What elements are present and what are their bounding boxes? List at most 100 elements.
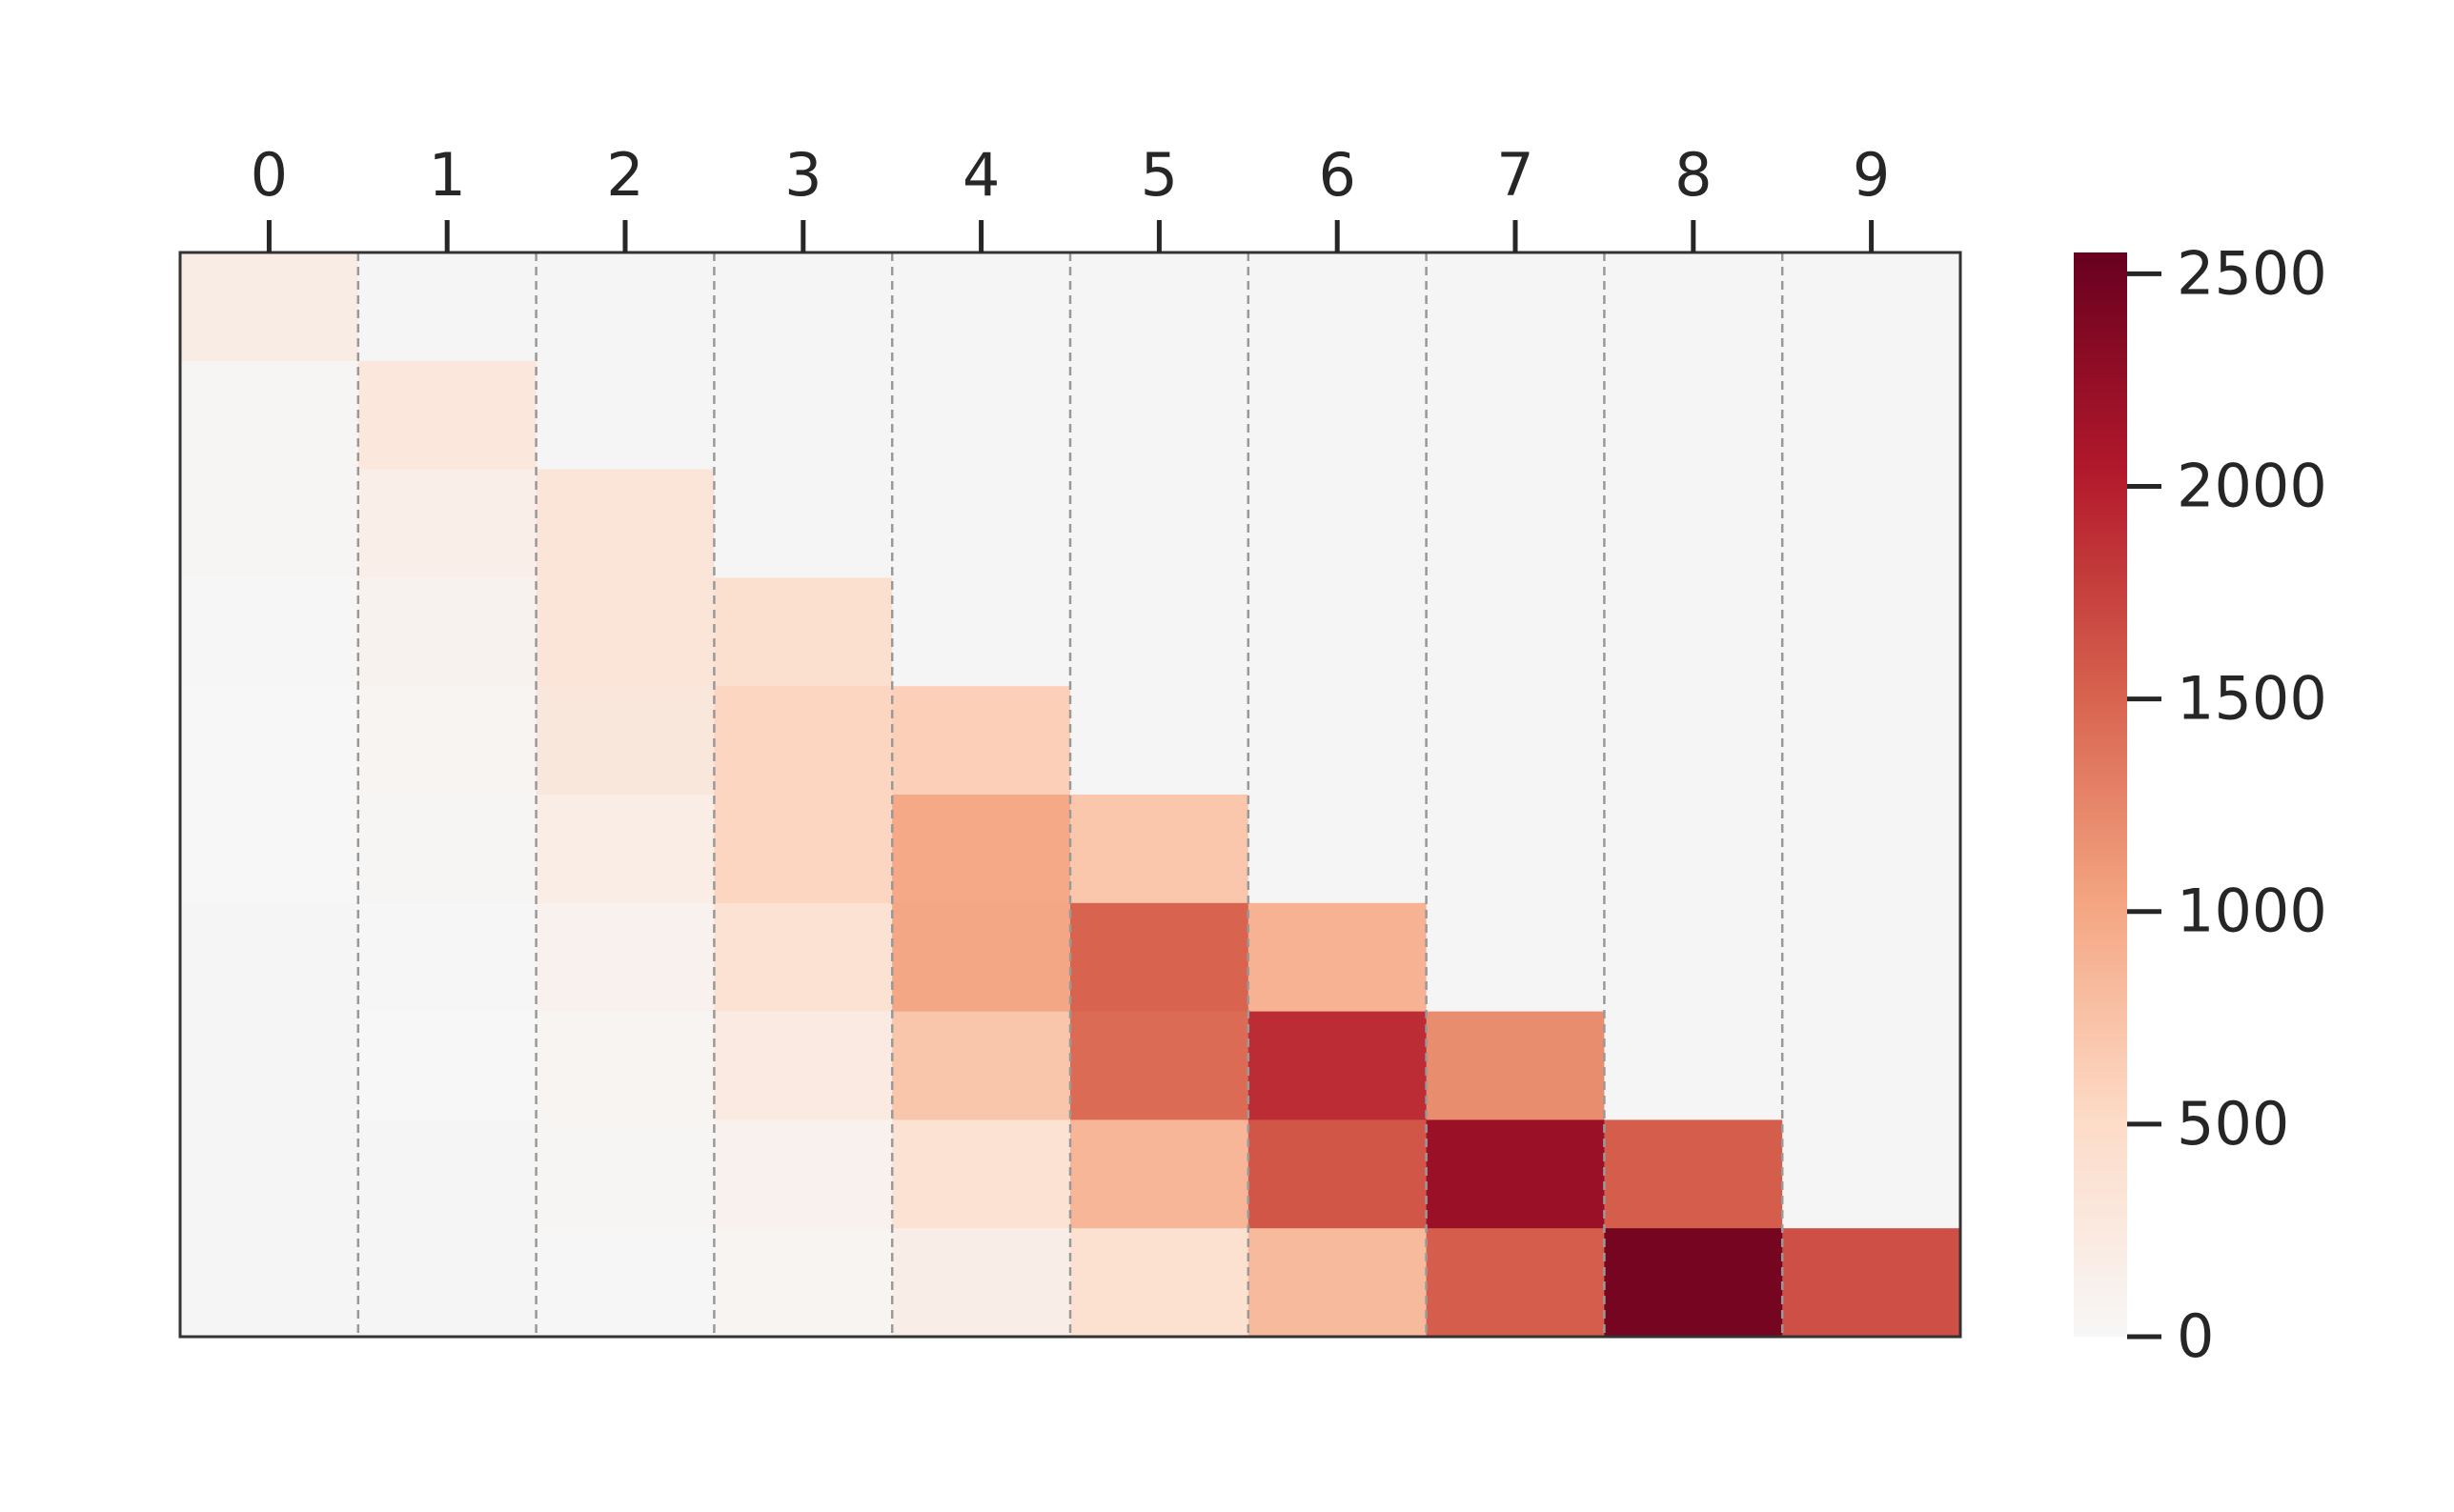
heatmap-cell-r7-c5 <box>1070 1011 1249 1120</box>
heatmap-cell-r0-c7 <box>1426 252 1605 362</box>
heatmap-cell-r4-c6 <box>1247 686 1428 796</box>
heatmap-cell-r9-c6 <box>1247 1228 1428 1338</box>
heatmap-cell-r5-c6 <box>1247 795 1428 904</box>
heatmap-cell-r3-c4 <box>892 577 1071 687</box>
heatmap-cell-r5-c3 <box>714 795 893 904</box>
colorbar-tick-label-500: 500 <box>2177 1089 2289 1159</box>
x-axis-ticks: 0 1 2 3 4 5 6 7 8 9 <box>251 140 1890 252</box>
heatmap-cell-r5-c4 <box>892 795 1071 904</box>
heatmap-cell-r6-c5 <box>1070 902 1249 1013</box>
heatmap-cell-r2-c0 <box>180 469 359 578</box>
heatmap-cell-r6-c6 <box>1247 902 1428 1013</box>
heatmap-cell-r7-c1 <box>357 1011 537 1120</box>
heatmap-cell-r4-c5 <box>1070 686 1249 796</box>
heatmap-cell-r3-c1 <box>357 577 537 687</box>
colorbar-tick-label-1000: 1000 <box>2177 877 2327 946</box>
heatmap-cell-r2-c2 <box>536 469 715 578</box>
heatmap-cell-r5-c0 <box>180 795 359 904</box>
heatmap-cell-r6-c1 <box>357 902 537 1013</box>
heatmap-cell-r3-c5 <box>1070 577 1249 687</box>
plot-frame <box>178 251 1962 1339</box>
heatmap-cell-r7-c4 <box>892 1011 1071 1120</box>
heatmap-cell-r4-c3 <box>714 686 893 796</box>
heatmap-cell-r5-c7 <box>1426 795 1605 904</box>
heatmap-cell-r1-c8 <box>1604 360 1783 471</box>
heatmap-cell-r2-c7 <box>1426 469 1605 578</box>
heatmap-cell-r9-c7 <box>1426 1228 1605 1338</box>
heatmap-cell-r0-c4 <box>892 252 1071 362</box>
x-tick-label-4: 4 <box>963 140 1000 210</box>
heatmap-cell-r3-c3 <box>714 577 893 687</box>
heatmap-cell-r4-c8 <box>1604 686 1783 796</box>
heatmap-cell-r2-c1 <box>357 469 537 578</box>
colorbar-tick-label-0: 0 <box>2177 1301 2214 1371</box>
heatmap-cell-r8-c8 <box>1604 1119 1783 1229</box>
heatmap-cell-r8-c5 <box>1070 1119 1249 1229</box>
heatmap-cell-r7-c8 <box>1604 1011 1783 1120</box>
heatmap-cell-r3-c6 <box>1247 577 1428 687</box>
heatmap-cell-r1-c7 <box>1426 360 1605 471</box>
heatmap-cell-r5-c2 <box>536 795 715 904</box>
heatmap-cell-r0-c9 <box>1782 252 1961 362</box>
heatmap-cell-r8-c4 <box>892 1119 1071 1229</box>
heatmap-cell-r3-c7 <box>1426 577 1605 687</box>
x-tick-label-0: 0 <box>251 140 288 210</box>
heatmap-cell-r2-c4 <box>892 469 1071 578</box>
x-tick-label-3: 3 <box>784 140 821 210</box>
heatmap-cells <box>180 252 1961 1338</box>
heatmap-cell-r1-c9 <box>1782 360 1961 471</box>
heatmap-cell-r7-c0 <box>180 1011 359 1120</box>
heatmap-cell-r8-c0 <box>180 1119 359 1229</box>
colorbar-tick-label-2500: 2500 <box>2177 238 2327 308</box>
column-gridlines <box>356 252 1784 1337</box>
heatmap-cell-r1-c4 <box>892 360 1071 471</box>
heatmap-cell-r4-c0 <box>180 686 359 796</box>
heatmap-cell-r2-c6 <box>1247 469 1428 578</box>
heatmap-cell-r6-c8 <box>1604 902 1783 1013</box>
heatmap-cell-r6-c7 <box>1426 902 1605 1013</box>
heatmap-cell-r2-c5 <box>1070 469 1249 578</box>
heatmap-cell-r0-c8 <box>1604 252 1783 362</box>
heatmap-cell-r1-c3 <box>714 360 893 471</box>
heatmap-cell-r1-c0 <box>180 360 359 471</box>
heatmap-cell-r9-c8 <box>1604 1228 1783 1338</box>
heatmap-cell-r3-c2 <box>536 577 715 687</box>
heatmap-cell-r5-c1 <box>357 795 537 904</box>
heatmap-cell-r3-c8 <box>1604 577 1783 687</box>
heatmap-cell-r4-c4 <box>892 686 1071 796</box>
heatmap-cell-r3-c0 <box>180 577 359 687</box>
heatmap-cell-r8-c9 <box>1782 1119 1961 1229</box>
heatmap-cell-r1-c2 <box>536 360 715 471</box>
heatmap-cell-r6-c9 <box>1782 902 1961 1013</box>
heatmap-cell-r9-c0 <box>180 1228 359 1338</box>
heatmap-cell-r6-c4 <box>892 902 1071 1013</box>
heatmap-cell-r4-c7 <box>1426 686 1605 796</box>
x-tick-label-7: 7 <box>1496 140 1533 210</box>
heatmap-cell-r8-c3 <box>714 1119 893 1229</box>
colorbar: 0 500 1000 1500 2000 2500 <box>2074 238 2327 1371</box>
heatmap-cell-r9-c3 <box>714 1228 893 1338</box>
heatmap-cell-r3-c9 <box>1782 577 1961 687</box>
heatmap-cell-r0-c3 <box>714 252 893 362</box>
heatmap-cell-r4-c1 <box>357 686 537 796</box>
x-tick-label-5: 5 <box>1141 140 1178 210</box>
heatmap-cell-r8-c6 <box>1247 1119 1428 1229</box>
heatmap-cell-r7-c6 <box>1247 1011 1428 1120</box>
heatmap-cell-r7-c3 <box>714 1011 893 1120</box>
x-tick-label-9: 9 <box>1853 140 1890 210</box>
x-tick-label-1: 1 <box>428 140 465 210</box>
heatmap-cell-r8-c1 <box>357 1119 537 1229</box>
heatmap-cell-r1-c1 <box>357 360 537 471</box>
colorbar-tick-label-2000: 2000 <box>2177 451 2327 520</box>
heatmap-cell-r5-c9 <box>1782 795 1961 904</box>
x-tick-label-8: 8 <box>1674 140 1712 210</box>
heatmap-cell-r5-c5 <box>1070 795 1249 904</box>
heatmap-cell-r8-c7 <box>1426 1119 1605 1229</box>
heatmap-cell-r0-c2 <box>536 252 715 362</box>
colorbar-gradient <box>2074 252 2127 1337</box>
heatmap-cell-r7-c7 <box>1426 1011 1605 1120</box>
heatmap-cell-r0-c6 <box>1247 252 1428 362</box>
heatmap-cell-r9-c5 <box>1070 1228 1249 1338</box>
heatmap-cell-r1-c6 <box>1247 360 1428 471</box>
